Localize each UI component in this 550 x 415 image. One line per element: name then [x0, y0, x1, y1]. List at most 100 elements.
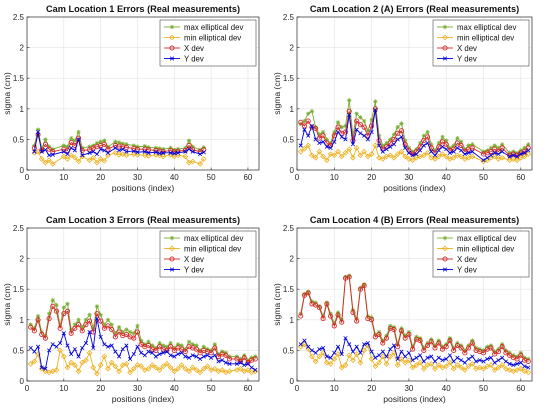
panel-2-ylabel: sigma (cm) — [272, 72, 282, 115]
panel-4-series-2-point-4 — [309, 353, 315, 360]
panel-3-series-2-point-14 — [75, 368, 82, 375]
panel-2-series-4-point-9 — [328, 145, 333, 151]
panel-3-series-2-point-47 — [197, 369, 203, 376]
panel-3-series-1-point-31 — [138, 338, 144, 343]
panel-1-series-3-point-5 — [46, 146, 52, 152]
panel-1-series-4-point-16 — [98, 147, 103, 152]
panel-2-series-1-point-38 — [436, 140, 441, 146]
panel-2-series-3-point-35 — [425, 134, 431, 140]
panel-1-series-3-point-6 — [50, 149, 56, 155]
panel-1-series-4-point-36 — [197, 152, 203, 157]
panel-4-xtick-label-6: 60 — [516, 384, 525, 393]
panel-3-series-4-point-23 — [109, 343, 114, 348]
panel-4-series-2-point-56 — [503, 365, 509, 372]
panel-2-series-3-point-44 — [458, 142, 464, 149]
panel-4-ytick-label-4: 2 — [290, 255, 295, 264]
panel-3-series-3-point-38 — [164, 347, 170, 353]
panel-2-series-4-point-43 — [455, 145, 460, 151]
panel-1-series-4-point-8 — [65, 152, 70, 157]
panel-1-series-4-point-12 — [80, 153, 85, 158]
panel-4-series-3-point-14 — [346, 274, 352, 280]
panel-4-legend-marker-3 — [442, 256, 448, 262]
panel-2-legend-marker-2 — [442, 34, 448, 41]
panel-4-series-2-point-36 — [428, 360, 435, 367]
panel-3-series-1-point-42 — [179, 343, 184, 348]
panel-2-series-2-point-44 — [458, 153, 464, 160]
panel-4-series-4-point-56 — [503, 359, 508, 364]
panel-1-series-4-point-25 — [142, 149, 147, 154]
panel-2-series-4-point-22 — [376, 143, 382, 148]
panel-2-legend-marker-3 — [442, 45, 448, 51]
panel-1-series-4-point-33 — [183, 149, 188, 154]
panel-3-series-4-point-60 — [249, 365, 254, 370]
panel-4-series-2-point-28 — [398, 356, 405, 362]
panel-3-series-1-point-44 — [186, 339, 192, 345]
panel-2-series-4-point-28 — [399, 134, 404, 140]
panel-3-series-2-point-27 — [123, 360, 130, 367]
panel-4-series-3-point-52 — [488, 345, 494, 351]
panel-2-series-4-point-53 — [500, 149, 505, 154]
panel-1-ytick-label-5: 2.5 — [13, 13, 25, 22]
panel-1-series-4-point-20 — [116, 148, 122, 153]
panel-3-series-4-point-13 — [72, 347, 77, 352]
panel-3-series-3-point-35 — [153, 347, 159, 353]
panel-4-series-2-point-62 — [525, 369, 532, 376]
panel-2-series-4-point-7 — [321, 139, 326, 144]
panel-3-series-1-point-17 — [87, 312, 92, 318]
panel-3-series-3-point-56 — [234, 356, 240, 362]
panel-1-series-4-point-34 — [186, 147, 192, 152]
panel-3-series-1-point-46 — [194, 343, 199, 348]
panel-3-series-4-point-18 — [91, 345, 96, 351]
panel-2-series-1-point-52 — [496, 145, 501, 151]
panel-2-series-1-point-29 — [402, 138, 408, 143]
panel-3-series-4-point-44 — [186, 355, 192, 360]
panel-4-xlabel: positions (index) — [383, 394, 446, 404]
panel-1-ytick-label-2: 1 — [20, 105, 25, 114]
panel-2-series-4-point-11 — [335, 129, 341, 135]
panel-3-xtick-label-5: 50 — [207, 384, 216, 393]
panel-2-series-2-point-59 — [525, 151, 532, 157]
panel-2-series-1-point-46 — [466, 143, 471, 148]
panel-3-series-2-point-34 — [149, 362, 156, 368]
panel-3-series-2-point-13 — [72, 362, 78, 368]
panel-4-series-3-point-35 — [425, 342, 431, 349]
panel-3-series-3-point-21 — [101, 325, 107, 331]
panel-4-xtick-label-5: 50 — [479, 384, 488, 393]
panel-3-series-3-point-50 — [208, 350, 214, 356]
panel-3-series-4-point-40 — [172, 354, 177, 359]
panel-1-series-3-point-17 — [101, 141, 107, 147]
panel-2-series-3-point-38 — [436, 144, 442, 150]
panel-4-series-2-point-61 — [521, 368, 528, 375]
panel-4-series-2-point-16 — [353, 351, 360, 357]
panel-3-series-3-point-58 — [241, 355, 247, 361]
panel-3-series-2-point-1 — [27, 360, 34, 367]
panel-3-series-2-point-37 — [160, 363, 167, 370]
panel-2-series-4-point-14 — [347, 112, 352, 118]
panel-3-series-1-point-36 — [157, 340, 162, 346]
panel-3-xtick-label-1: 10 — [59, 384, 68, 393]
panel-2-series-1-point-6 — [317, 132, 322, 137]
panel-3-series-2-point-59 — [245, 367, 251, 373]
panel-1-xtick-label-5: 50 — [207, 173, 216, 182]
panel-4-series-4-point-48 — [473, 359, 479, 364]
panel-3-series-3-point-8 — [53, 308, 60, 314]
panel-4-series-2-point-18 — [361, 347, 368, 354]
panel-2-series-4-point-48 — [481, 158, 486, 163]
panel-1-series-4-point-37 — [201, 150, 206, 155]
panel-4-series-2-point-60 — [517, 365, 524, 372]
panel-2-series-4-point-49 — [485, 155, 490, 160]
panel-3-series-4-point-8 — [54, 344, 59, 349]
panel-3-series-1-point-7 — [50, 298, 55, 303]
panel-1-ytick-label-4: 2 — [20, 44, 25, 53]
panel-3-series-1-point-27 — [124, 327, 129, 332]
panel-1-series-2-point-7 — [60, 153, 67, 160]
panel-3-ytick-label-5: 2.5 — [13, 224, 25, 233]
panel-3-series-2-point-30 — [134, 362, 141, 368]
panel-4-series-3-point-3 — [305, 290, 311, 296]
panel-3-series-1-point-29 — [131, 331, 136, 336]
panel-2-ytick-label-3: 1.5 — [283, 74, 295, 83]
panel-1-axes-box — [26, 16, 260, 171]
panel-3-series-4-point-20 — [98, 334, 103, 340]
panel-4-series-4-point-4 — [309, 348, 315, 353]
panel-3-series-2-point-2 — [31, 358, 38, 365]
